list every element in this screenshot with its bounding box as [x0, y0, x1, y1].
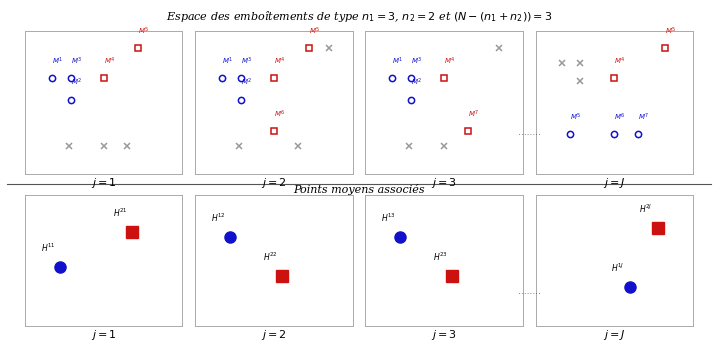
Text: $M^3$: $M^3$ — [71, 56, 82, 67]
Text: $j = 1$: $j = 1$ — [90, 328, 117, 342]
Text: $M^4$: $M^4$ — [274, 56, 285, 67]
Text: $M^6$: $M^6$ — [274, 109, 285, 120]
Text: $M^3$: $M^3$ — [411, 56, 422, 67]
Text: $H^{11}$: $H^{11}$ — [41, 241, 55, 254]
Text: $j = 3$: $j = 3$ — [431, 328, 457, 342]
Text: $M^2$: $M^2$ — [241, 77, 252, 88]
Text: $H^{12}$: $H^{12}$ — [211, 211, 225, 224]
Text: $H^{23}$: $H^{23}$ — [433, 251, 448, 263]
Text: $M^1$: $M^1$ — [392, 56, 404, 67]
Text: $H^{2J}$: $H^{2J}$ — [640, 202, 653, 215]
Text: $H^{22}$: $H^{22}$ — [263, 251, 278, 263]
Text: $M^7$: $M^7$ — [638, 111, 649, 123]
Text: $M^3$: $M^3$ — [241, 56, 252, 67]
Text: $M^2$: $M^2$ — [411, 77, 422, 88]
Text: $M^4$: $M^4$ — [614, 56, 625, 67]
Text: $M^1$: $M^1$ — [222, 56, 233, 67]
Text: $M^4$: $M^4$ — [444, 56, 455, 67]
Text: $j = 2$: $j = 2$ — [261, 328, 287, 342]
Text: $H^{13}$: $H^{13}$ — [381, 211, 396, 224]
Text: $M^6$: $M^6$ — [614, 111, 625, 123]
Text: $M^2$: $M^2$ — [71, 77, 82, 88]
Text: Points moyens associés: Points moyens associés — [293, 184, 425, 195]
Text: $M^5$: $M^5$ — [570, 111, 582, 123]
Text: $j = J$: $j = J$ — [603, 176, 625, 190]
Text: Espace des emboîtements de type $n_1 = 3$, $n_2 = 2$ et $(N-(n_1+n_2)) = 3$: Espace des emboîtements de type $n_1 = 3… — [166, 9, 552, 23]
Text: $j = 1$: $j = 1$ — [90, 176, 117, 190]
Text: ........: ........ — [518, 287, 541, 296]
Text: $j = J$: $j = J$ — [603, 328, 625, 342]
Text: $M^1$: $M^1$ — [52, 56, 63, 67]
Text: $M^7$: $M^7$ — [467, 109, 479, 120]
Text: $j = 3$: $j = 3$ — [431, 176, 457, 190]
Text: $M^5$: $M^5$ — [665, 26, 676, 37]
Text: $H^{21}$: $H^{21}$ — [113, 206, 128, 218]
Text: $M^5$: $M^5$ — [139, 26, 149, 37]
Text: ........: ........ — [518, 128, 541, 137]
Text: $H^{1J}$: $H^{1J}$ — [611, 261, 625, 274]
Text: $M^5$: $M^5$ — [309, 26, 320, 37]
Text: $j = 2$: $j = 2$ — [261, 176, 287, 190]
Text: $M^4$: $M^4$ — [104, 56, 115, 67]
